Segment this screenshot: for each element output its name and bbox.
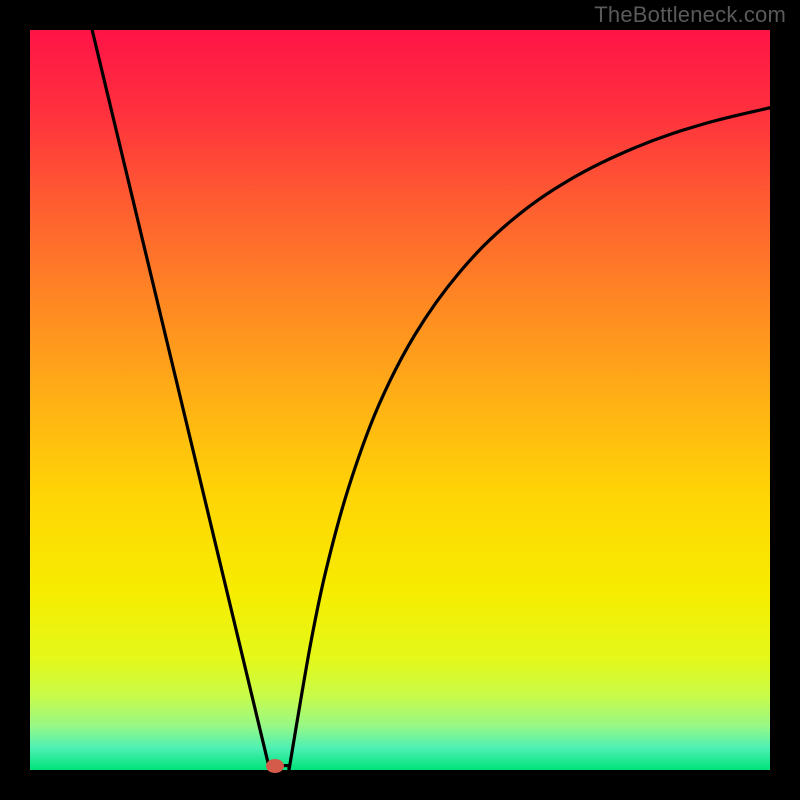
watermark-text: TheBottleneck.com	[594, 2, 786, 28]
minimum-marker	[266, 759, 284, 773]
chart-container: TheBottleneck.com	[0, 0, 800, 800]
bottleneck-curve	[30, 30, 770, 770]
plot-area	[30, 30, 770, 770]
